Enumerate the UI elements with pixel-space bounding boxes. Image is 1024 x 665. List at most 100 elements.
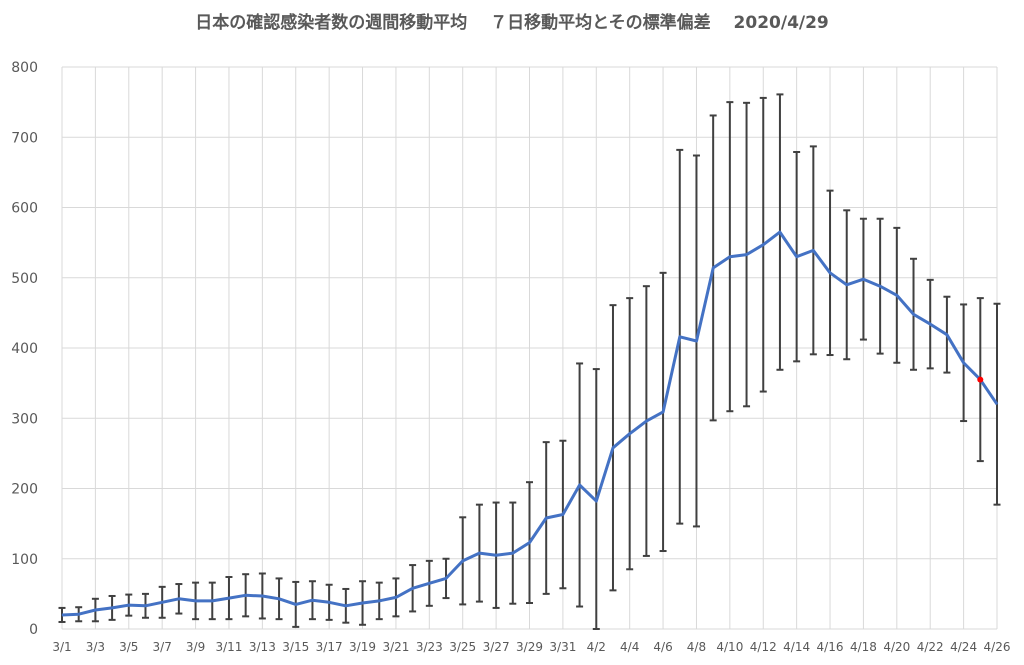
x-tick-label: 3/15 xyxy=(282,640,309,654)
chart-title: 日本の確認感染者数の週間移動平均 ７日移動平均とその標準偏差 2020/4/29 xyxy=(195,13,829,33)
x-tick-label: 3/19 xyxy=(349,640,376,654)
x-tick-label: 4/10 xyxy=(716,640,743,654)
data-point xyxy=(161,601,163,603)
x-tick-label: 4/4 xyxy=(620,640,639,654)
y-tick-label: 700 xyxy=(11,130,38,146)
x-tick-label: 3/3 xyxy=(86,640,105,654)
y-tick-label: 0 xyxy=(29,622,38,638)
x-tick-label: 3/27 xyxy=(483,640,510,654)
x-tick-label: 3/17 xyxy=(316,640,343,654)
x-tick-label: 3/31 xyxy=(549,640,576,654)
data-point xyxy=(545,517,547,519)
data-point xyxy=(829,272,831,274)
data-point xyxy=(462,560,464,562)
x-tick-label: 3/25 xyxy=(449,640,476,654)
data-point xyxy=(195,600,197,602)
data-point xyxy=(378,600,380,602)
x-tick-label: 4/16 xyxy=(817,640,844,654)
data-point xyxy=(662,411,664,413)
x-axis-ticks: 3/1 3/3 3/5 3/7 3/9 3/11 3/13 3/15 3/17 3/19 3/21 3… xyxy=(52,640,1010,654)
x-tick-label: 4/12 xyxy=(750,640,777,654)
data-point xyxy=(478,552,480,554)
data-point xyxy=(445,577,447,579)
data-point xyxy=(78,613,80,615)
x-tick-label: 4/8 xyxy=(687,640,706,654)
data-point xyxy=(729,256,731,258)
x-tick-label: 4/26 xyxy=(984,640,1011,654)
data-point xyxy=(144,605,146,607)
data-point xyxy=(595,500,597,502)
x-tick-label: 3/11 xyxy=(215,640,242,654)
data-point xyxy=(278,598,280,600)
x-tick-label: 4/22 xyxy=(917,640,944,654)
x-tick-label: 3/1 xyxy=(52,640,71,654)
y-axis-ticks: 0 100 200 300 400 500 600 700 800 xyxy=(11,60,38,638)
data-point xyxy=(679,336,681,338)
x-tick-label: 4/6 xyxy=(653,640,672,654)
data-point xyxy=(963,362,965,364)
x-tick-label: 4/24 xyxy=(950,640,977,654)
data-point xyxy=(762,244,764,246)
data-point xyxy=(395,596,397,598)
data-point xyxy=(896,294,898,296)
data-point xyxy=(562,513,564,515)
data-point xyxy=(111,607,113,609)
data-point xyxy=(746,254,748,256)
data-point xyxy=(345,605,347,607)
data-point xyxy=(913,313,915,315)
data-point xyxy=(862,278,864,280)
highlight-point xyxy=(977,376,984,383)
data-point xyxy=(412,587,414,589)
x-tick-label: 3/13 xyxy=(249,640,276,654)
y-tick-label: 100 xyxy=(11,552,38,568)
data-point xyxy=(245,594,247,596)
data-point xyxy=(946,334,948,336)
y-tick-label: 200 xyxy=(11,482,38,498)
x-tick-label: 3/29 xyxy=(516,640,543,654)
data-point xyxy=(695,340,697,342)
data-point xyxy=(362,602,364,604)
data-point xyxy=(846,284,848,286)
x-tick-label: 3/5 xyxy=(119,640,138,654)
data-point xyxy=(645,420,647,422)
data-point xyxy=(796,256,798,258)
data-point xyxy=(996,403,998,405)
y-tick-label: 800 xyxy=(11,60,38,76)
data-point xyxy=(128,604,130,606)
data-point xyxy=(61,614,63,616)
x-tick-label: 4/14 xyxy=(783,640,810,654)
highlight-points xyxy=(977,376,984,383)
data-point xyxy=(228,597,230,599)
gridlines xyxy=(61,66,998,630)
data-point xyxy=(94,609,96,611)
y-tick-label: 300 xyxy=(11,411,38,427)
x-tick-label: 4/2 xyxy=(587,640,606,654)
data-point xyxy=(311,599,313,601)
x-tick-label: 3/21 xyxy=(382,640,409,654)
x-tick-label: 4/20 xyxy=(883,640,910,654)
data-point xyxy=(295,603,297,605)
x-tick-label: 4/18 xyxy=(850,640,877,654)
data-point xyxy=(879,285,881,287)
data-point xyxy=(261,595,263,597)
data-point xyxy=(629,433,631,435)
data-point xyxy=(612,447,614,449)
data-point xyxy=(779,231,781,233)
data-point xyxy=(495,554,497,556)
data-point xyxy=(328,601,330,603)
x-tick-label: 3/7 xyxy=(153,640,172,654)
y-tick-label: 500 xyxy=(11,271,38,287)
data-point xyxy=(812,249,814,251)
data-point xyxy=(428,582,430,584)
data-point xyxy=(529,542,530,544)
data-point xyxy=(929,323,931,325)
y-tick-label: 600 xyxy=(11,201,38,217)
data-point xyxy=(211,600,213,602)
data-point xyxy=(712,267,714,269)
x-tick-label: 3/23 xyxy=(416,640,443,654)
x-tick-label: 3/9 xyxy=(186,640,205,654)
y-tick-label: 400 xyxy=(11,341,38,357)
data-point xyxy=(512,552,514,554)
series-lines xyxy=(61,230,999,617)
